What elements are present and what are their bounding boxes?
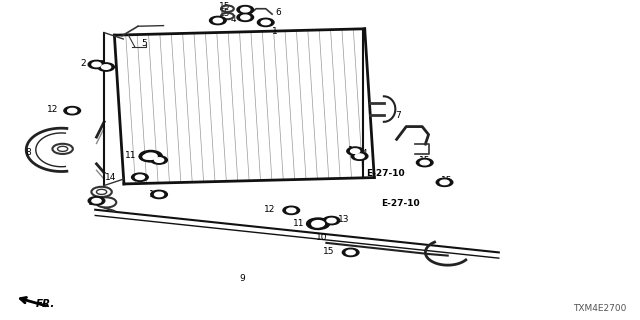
Circle shape (92, 198, 101, 203)
Circle shape (287, 208, 296, 213)
Circle shape (237, 13, 253, 21)
Circle shape (145, 153, 157, 159)
Text: TXM4E2700: TXM4E2700 (573, 304, 627, 313)
Circle shape (261, 20, 270, 25)
Circle shape (140, 153, 156, 161)
Text: 1: 1 (348, 146, 353, 155)
Circle shape (417, 158, 433, 167)
Text: E-27-10: E-27-10 (366, 169, 404, 178)
Text: 14: 14 (105, 173, 116, 182)
Circle shape (140, 150, 163, 162)
Circle shape (347, 147, 364, 155)
Text: 11: 11 (125, 151, 136, 160)
Text: 15: 15 (419, 156, 431, 165)
Circle shape (98, 63, 115, 71)
Circle shape (342, 248, 359, 257)
Text: 12: 12 (47, 105, 58, 114)
Circle shape (64, 107, 81, 115)
Text: 4: 4 (362, 148, 367, 157)
Text: 6: 6 (275, 8, 281, 17)
Circle shape (351, 152, 368, 160)
Text: 15: 15 (149, 190, 161, 199)
Circle shape (283, 206, 300, 214)
Text: 4: 4 (230, 15, 236, 24)
Text: 12: 12 (264, 204, 275, 213)
Circle shape (241, 7, 250, 12)
Text: 3: 3 (100, 60, 106, 69)
Circle shape (102, 65, 111, 69)
Text: 1: 1 (272, 28, 278, 36)
Circle shape (237, 5, 253, 14)
Text: E-27-10: E-27-10 (381, 199, 420, 209)
Text: 13: 13 (338, 215, 349, 224)
Circle shape (154, 158, 164, 162)
Circle shape (68, 108, 77, 113)
Text: 15: 15 (323, 247, 335, 256)
Text: FR.: FR. (36, 299, 55, 309)
Circle shape (312, 220, 324, 227)
Text: 5: 5 (141, 39, 147, 48)
Circle shape (88, 197, 105, 205)
Text: 15: 15 (219, 9, 230, 18)
Circle shape (327, 218, 336, 223)
Circle shape (151, 190, 168, 199)
Circle shape (257, 18, 274, 27)
Circle shape (440, 180, 449, 185)
Text: 15: 15 (219, 2, 230, 11)
Circle shape (213, 18, 222, 23)
Circle shape (132, 173, 148, 181)
Text: 10: 10 (316, 233, 327, 242)
Circle shape (92, 62, 101, 67)
Circle shape (88, 60, 105, 68)
Circle shape (323, 216, 340, 225)
Circle shape (420, 160, 429, 165)
Circle shape (346, 250, 355, 255)
Circle shape (241, 15, 250, 20)
Text: 14: 14 (88, 198, 99, 207)
Circle shape (151, 156, 168, 164)
Circle shape (135, 175, 145, 180)
Circle shape (351, 149, 360, 153)
Circle shape (154, 192, 164, 197)
Text: 9: 9 (239, 274, 245, 283)
Circle shape (355, 154, 364, 158)
Text: 2: 2 (80, 59, 86, 68)
Circle shape (307, 218, 330, 229)
Circle shape (209, 16, 226, 25)
Circle shape (308, 220, 325, 229)
Text: 8: 8 (26, 148, 31, 156)
Text: 7: 7 (396, 111, 401, 120)
Circle shape (312, 222, 321, 227)
Text: 15: 15 (442, 176, 453, 185)
Circle shape (143, 155, 152, 159)
Circle shape (436, 178, 453, 187)
Text: 11: 11 (292, 219, 304, 228)
